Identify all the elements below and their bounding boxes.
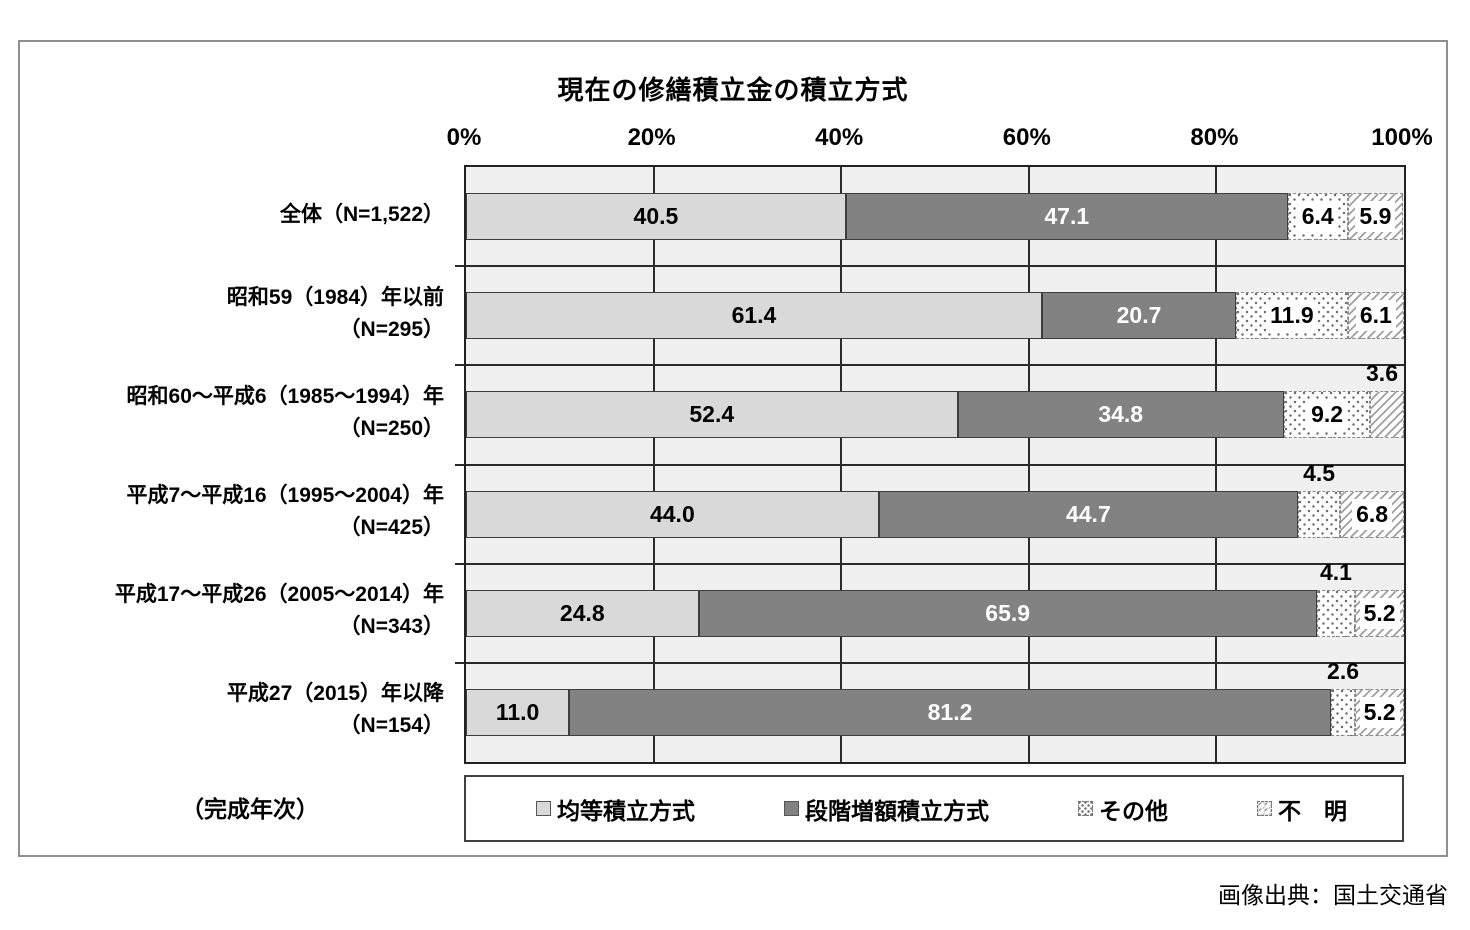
bar-value-label: 44.7 bbox=[1065, 500, 1111, 527]
plot-area: 40.5 47.1 6.4 5.9 61.4 20.7 11.9 6.1 52.4 34.8 9.2… bbox=[455, 165, 1406, 764]
bar-value-label: 81.2 bbox=[927, 698, 973, 725]
legend-swatch-staged bbox=[784, 801, 799, 816]
bar-row: 11.0 81.2 2.6 5.2 bbox=[466, 658, 1404, 736]
legend-label: 均等積立方式 bbox=[557, 797, 695, 824]
category-label: 全体（N=1,522） bbox=[280, 202, 444, 226]
bar-segment-equal: 24.8 bbox=[466, 589, 699, 637]
bar-value-label: 44.0 bbox=[649, 500, 695, 527]
bar-value-label-outside: 4.5 bbox=[1303, 459, 1336, 486]
y-axis-tick bbox=[455, 463, 464, 466]
bar-segment-equal: 61.4 bbox=[466, 292, 1042, 340]
category-label: 平成17～平成26（2005～2014）年 （N=343） bbox=[114, 583, 444, 639]
y-axis-caption: （完成年次） bbox=[181, 796, 319, 822]
band-separator-line bbox=[466, 463, 1404, 466]
y-axis-tick bbox=[455, 562, 464, 565]
bar-value-label: 65.9 bbox=[985, 599, 1031, 626]
bar-row: 44.0 44.7 4.5 6.8 bbox=[466, 460, 1404, 538]
bar-segment-unknown bbox=[1370, 391, 1404, 439]
chart-frame: 現在の修繕積立金の積立方式 0% 20% 40% 60% 80% 100% 全体（N=1,… bbox=[18, 40, 1448, 857]
bar-segment-equal: 44.0 bbox=[466, 490, 879, 538]
bar-value-label-outside: 3.6 bbox=[1366, 360, 1398, 387]
x-axis-tick-labels: 0% 20% 40% 60% 80% 100% bbox=[447, 116, 1433, 152]
bar-segment-staged: 34.8 bbox=[957, 391, 1284, 439]
x-axis-tick-label: 40% bbox=[815, 124, 864, 151]
legend-item-other: その他 bbox=[1078, 792, 1168, 826]
legend-item-equal: 均等積立方式 bbox=[536, 792, 695, 826]
legend-box: 均等積立方式 段階増額積立方式 その他 不 明 bbox=[464, 775, 1404, 842]
bar-segment-equal: 52.4 bbox=[466, 391, 958, 439]
bar-value-label: 47.1 bbox=[1044, 203, 1090, 230]
bar-value-label-outside: 4.1 bbox=[1319, 558, 1352, 585]
bar-row: 40.5 47.1 6.4 5.9 bbox=[466, 193, 1404, 241]
bar-value-label: 9.2 bbox=[1307, 399, 1348, 431]
bar-row: 52.4 34.8 9.2 3.6 bbox=[466, 360, 1404, 439]
band-separator-line bbox=[466, 265, 1404, 268]
bar-segment-other bbox=[1316, 589, 1356, 637]
band-separator-line bbox=[466, 562, 1404, 565]
category-label: 平成27（2015）年以降 （N=154） bbox=[226, 682, 444, 738]
bar-value-label: 34.8 bbox=[1098, 401, 1144, 428]
bar-segment-other: 9.2 bbox=[1283, 391, 1371, 439]
legend-item-unknown: 不 明 bbox=[1257, 792, 1347, 826]
category-label: 昭和60～平成6（1985～1994）年 （N=250） bbox=[126, 384, 444, 440]
bar-segment-staged: 20.7 bbox=[1041, 292, 1237, 340]
band-separator-line bbox=[466, 364, 1404, 367]
band-separator-line bbox=[466, 661, 1404, 664]
bar-segment-equal: 40.5 bbox=[466, 193, 846, 241]
legend-swatch-equal bbox=[536, 801, 551, 816]
bar-segment-other: 11.9 bbox=[1236, 292, 1348, 340]
bar-value-label: 11.0 bbox=[495, 698, 540, 725]
bar-row: 24.8 65.9 4.1 5.2 bbox=[466, 559, 1404, 637]
bar-segment-other bbox=[1330, 688, 1356, 736]
x-axis-tick-label: 0% bbox=[446, 124, 482, 151]
bar-value-label: 11.9 bbox=[1266, 300, 1318, 332]
bar-value-label: 6.1 bbox=[1355, 300, 1396, 332]
bar-segment-unknown: 6.8 bbox=[1340, 490, 1404, 538]
chart-title: 現在の修繕積立金の積立方式 bbox=[557, 75, 909, 105]
y-axis-tick bbox=[455, 661, 464, 664]
bar-value-label: 6.4 bbox=[1297, 201, 1338, 233]
x-axis-tick-label: 100% bbox=[1371, 124, 1433, 151]
bar-segment-unknown: 5.9 bbox=[1347, 193, 1404, 241]
bar-segment-staged: 81.2 bbox=[569, 688, 1331, 736]
bar-segment-staged: 44.7 bbox=[878, 490, 1298, 538]
bar-segment-unknown: 5.2 bbox=[1355, 589, 1404, 637]
x-axis-tick-label: 60% bbox=[1002, 124, 1051, 151]
category-label: 昭和59（1984）年以前 （N=295） bbox=[226, 285, 444, 341]
x-axis-tick-label: 80% bbox=[1190, 124, 1239, 151]
bar-value-label-outside: 2.6 bbox=[1327, 657, 1360, 684]
bar-value-label: 20.7 bbox=[1116, 302, 1162, 329]
bar-segment-equal: 11.0 bbox=[466, 688, 570, 736]
legend-label: 段階増額積立方式 bbox=[805, 797, 989, 824]
category-label: 平成7～平成16（1995～2004）年 （N=425） bbox=[126, 484, 444, 540]
y-axis-tick bbox=[455, 265, 464, 268]
category-labels: 全体（N=1,522） 昭和59（1984）年以前 （N=295） 昭和60～平成6… bbox=[20, 165, 454, 760]
legend-swatch-unknown bbox=[1257, 801, 1272, 816]
bar-segment-unknown: 5.2 bbox=[1355, 688, 1404, 736]
bar-value-label: 61.4 bbox=[731, 302, 777, 329]
bar-value-label: 6.8 bbox=[1352, 498, 1393, 530]
bar-segment-other: 6.4 bbox=[1287, 193, 1348, 241]
legend-label: その他 bbox=[1099, 797, 1168, 824]
legend-label: 不 明 bbox=[1278, 797, 1347, 824]
bar-value-label: 5.9 bbox=[1355, 201, 1396, 233]
bar-value-label: 52.4 bbox=[689, 401, 735, 428]
bar-value-label: 5.2 bbox=[1359, 597, 1400, 629]
legend-item-staged: 段階増額積立方式 bbox=[784, 792, 989, 826]
bar-segment-staged: 47.1 bbox=[845, 193, 1288, 241]
image-source-note: 画像出典：国土交通省 bbox=[1218, 882, 1448, 908]
bar-value-label: 5.2 bbox=[1359, 696, 1400, 728]
bar-segment-staged: 65.9 bbox=[698, 589, 1317, 637]
bar-value-label: 40.5 bbox=[633, 203, 679, 230]
bar-row: 61.4 20.7 11.9 6.1 bbox=[466, 292, 1404, 340]
bar-segment-unknown: 6.1 bbox=[1347, 292, 1404, 340]
bar-segment-other bbox=[1298, 490, 1341, 538]
x-axis-tick-label: 20% bbox=[627, 124, 676, 151]
bar-value-label: 24.8 bbox=[559, 599, 605, 626]
legend-swatch-other bbox=[1078, 801, 1093, 816]
y-axis-tick bbox=[455, 364, 464, 367]
